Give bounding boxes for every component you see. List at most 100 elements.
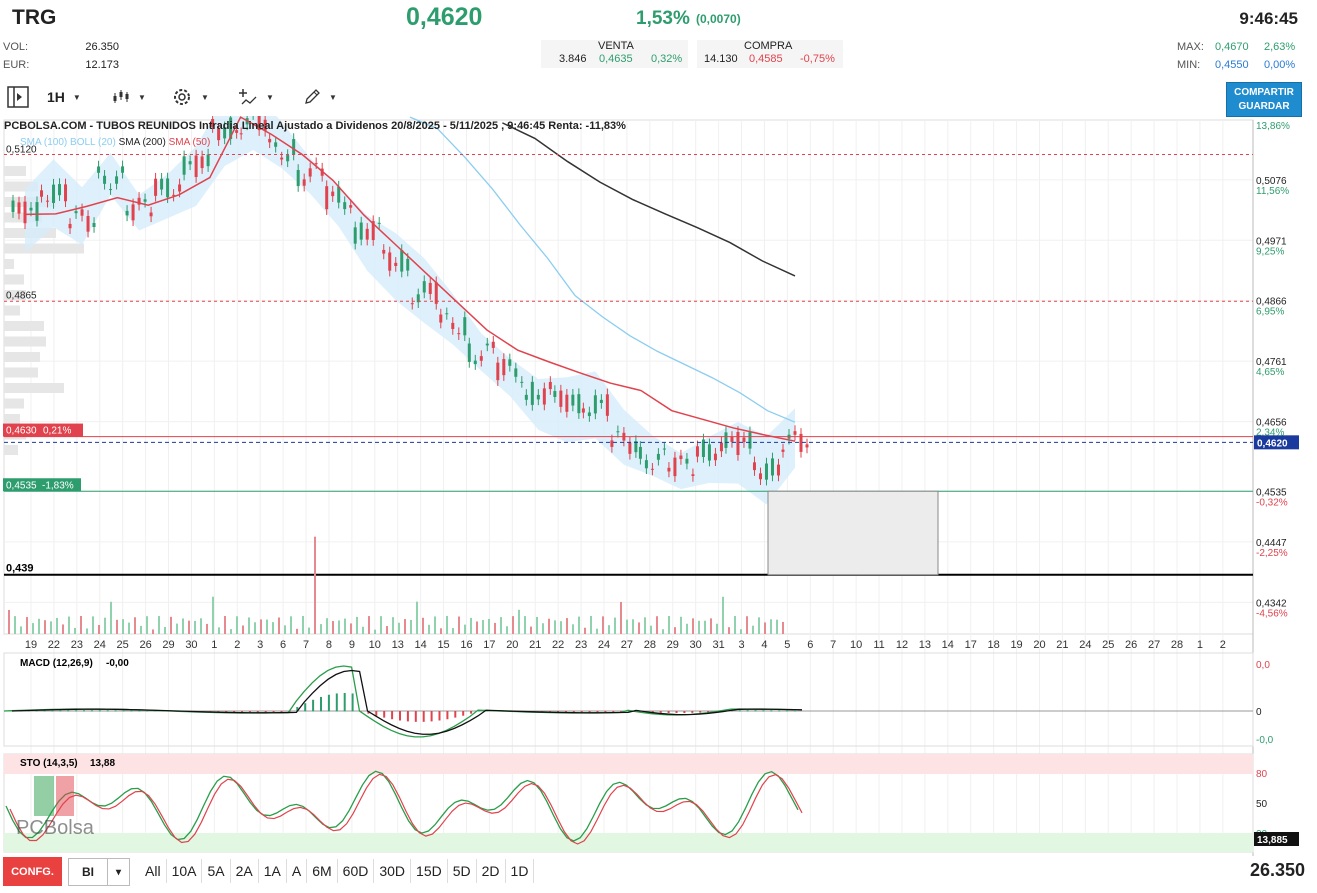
compra-pct: -0,75%: [800, 53, 835, 65]
candle-body: [724, 432, 728, 448]
x-tick-label: 31: [712, 639, 724, 651]
sto-oversold-zone: [4, 833, 1253, 852]
chart-type-select[interactable]: ▼: [112, 84, 146, 110]
price-chart[interactable]: 19 22 23 24 25 26 29 30 1 2 3 6 7 8 9 10 13 14 15 16 17 20 21 2…: [0, 116, 1317, 856]
volume-bar: [476, 621, 478, 634]
x-tick-label: 14: [415, 639, 427, 651]
eur-label: EUR:: [3, 59, 30, 71]
period-15d[interactable]: 15D: [411, 859, 448, 883]
config-button[interactable]: CONFG.: [3, 857, 62, 886]
x-tick-label: 15: [437, 639, 449, 651]
macd-histogram-bar: [391, 711, 394, 720]
share-save-button[interactable]: COMPARTIR GUARDAR: [1226, 82, 1302, 117]
candle-body: [292, 139, 296, 155]
y-tick-pct: 11,56%: [1256, 186, 1289, 197]
period-60d[interactable]: 60D: [338, 859, 375, 883]
x-tick-label: 18: [988, 639, 1000, 651]
macd-histogram-bar: [241, 711, 243, 713]
hline-top-label: 0,5120: [6, 145, 37, 156]
indicators-button[interactable]: ▼: [238, 84, 274, 110]
period-10a[interactable]: 10A: [167, 859, 203, 883]
y-tick-pct: 4,65%: [1256, 367, 1284, 378]
period-5d[interactable]: 5D: [448, 859, 477, 883]
volume-bar: [344, 618, 346, 634]
volume-bar: [314, 536, 316, 634]
hline-green-label: 0,4535: [6, 480, 37, 491]
volume-bar: [680, 616, 682, 634]
period-a[interactable]: A: [287, 859, 308, 883]
candle-body: [691, 474, 695, 476]
x-tick-label: 17: [483, 639, 495, 651]
y-tick-label: 0,4971: [1256, 236, 1287, 247]
candle-body: [23, 201, 27, 224]
y-tick-label: 0,4535: [1256, 487, 1287, 498]
volume-bar: [116, 619, 118, 634]
volume-bar: [296, 628, 298, 634]
candle-body: [382, 249, 386, 254]
volume-bar: [548, 618, 550, 634]
period-30d[interactable]: 30D: [374, 859, 412, 883]
sto-overbought-zone: [4, 754, 1253, 774]
period-5a[interactable]: 5A: [202, 859, 231, 883]
macd-histogram-bar: [651, 711, 654, 713]
candle-body: [593, 395, 597, 414]
candle-body: [445, 313, 449, 315]
macd-histogram-bar: [754, 710, 757, 712]
volume-profile-bar: [4, 259, 14, 269]
volume-bar: [200, 618, 202, 634]
candle-body: [707, 444, 711, 461]
volume-bar: [134, 617, 136, 634]
candle-body: [605, 394, 609, 416]
volume-bar: [302, 616, 304, 634]
macd-histogram-bar: [67, 710, 70, 712]
period-all[interactable]: All: [140, 859, 167, 883]
macd-histogram-bar: [667, 711, 670, 714]
candle-body: [571, 394, 575, 406]
sto-value-tag-label: 13,885: [1257, 835, 1288, 846]
sto-axis-80: 80: [1256, 769, 1268, 780]
candle-body: [422, 281, 426, 293]
x-tick-label: 12: [896, 639, 908, 651]
legend-sma200: SMA (200): [118, 137, 166, 148]
candle-body: [701, 439, 705, 458]
candle-body: [638, 446, 642, 459]
volume-bar: [266, 619, 268, 634]
volume-bar: [62, 624, 64, 634]
panel-toggle-button[interactable]: [6, 84, 30, 110]
candle-body: [296, 169, 300, 187]
macd-histogram-bar: [312, 699, 315, 712]
volume-bar: [746, 616, 748, 634]
period-2d[interactable]: 2D: [477, 859, 506, 883]
settings-button[interactable]: ▼: [171, 84, 209, 110]
volume-bar: [332, 621, 334, 634]
period-2a[interactable]: 2A: [231, 859, 259, 883]
volume-bar: [530, 626, 532, 634]
interval-select[interactable]: 1H ▼: [47, 84, 81, 110]
candle-body: [263, 119, 267, 131]
x-tick-label: 19: [25, 639, 37, 651]
volume-bar: [236, 616, 238, 634]
candle-body: [194, 155, 198, 178]
period-1d[interactable]: 1D: [506, 859, 535, 883]
candle-body: [748, 432, 752, 449]
period-1a[interactable]: 1A: [259, 859, 287, 883]
period-6m[interactable]: 6M: [307, 859, 338, 883]
candle-body: [211, 119, 215, 128]
candle-body: [64, 184, 68, 202]
macd-histogram-bar: [580, 711, 583, 713]
candle-body: [496, 362, 500, 381]
draw-tools-button[interactable]: ▼: [303, 84, 337, 110]
bi-select[interactable]: BI ▾: [68, 858, 130, 886]
candle-body: [434, 282, 438, 304]
y-tick-label: 0,4656: [1256, 418, 1287, 429]
x-tick-label: 21: [529, 639, 541, 651]
macd-histogram-bar: [462, 711, 465, 716]
y-tick-label: 0,4761: [1256, 357, 1287, 368]
candle-body: [286, 155, 290, 162]
candle-body: [172, 194, 176, 196]
candle-body: [121, 166, 125, 173]
x-tick-label: 23: [71, 639, 83, 651]
candle-body: [92, 222, 96, 227]
volume-bar: [50, 621, 52, 634]
max-label: MAX:: [1177, 41, 1204, 53]
